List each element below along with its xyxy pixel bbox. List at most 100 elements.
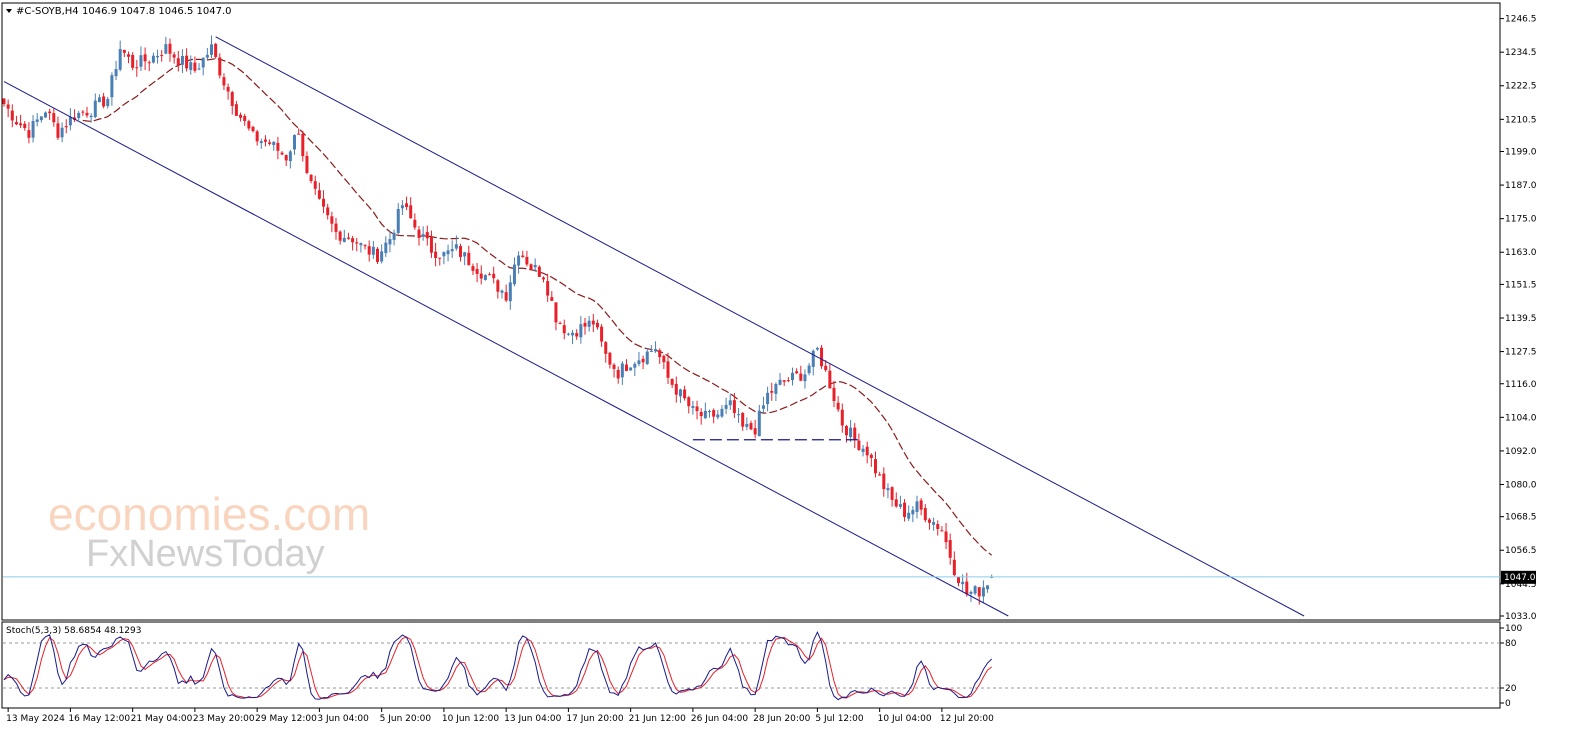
candle-body	[85, 112, 89, 116]
candle-body	[168, 43, 172, 54]
candle-body	[147, 62, 151, 64]
price-tick-label: 1187.0	[1505, 181, 1537, 191]
candle-body	[454, 244, 458, 249]
candle-body	[106, 99, 110, 107]
candle-body	[255, 131, 259, 142]
candle-body	[824, 365, 828, 371]
candle-body	[338, 231, 342, 241]
current-price-label: 1047.0	[1504, 573, 1536, 583]
candle-body	[122, 49, 126, 53]
candle-body	[68, 116, 72, 126]
stoch-plot-frame	[1, 621, 1501, 709]
candle-body	[575, 333, 579, 337]
ma-line	[82, 58, 993, 556]
candle-body	[2, 98, 6, 105]
candle-body	[662, 355, 666, 363]
candle-body	[189, 62, 193, 70]
watermark: economies.com FxNewsToday	[48, 488, 370, 575]
candle-body	[400, 205, 404, 209]
time-tick-label: 10 Jun 12:00	[442, 714, 499, 724]
candle-body	[388, 239, 392, 245]
candle-body	[878, 474, 882, 476]
candle-body	[840, 409, 844, 426]
candle-body	[351, 238, 355, 243]
time-tick-label: 12 Jul 20:00	[940, 714, 994, 724]
candle-body	[97, 97, 101, 103]
candle-body	[222, 77, 226, 86]
candle-body	[363, 245, 367, 247]
candle-body	[48, 111, 52, 114]
stoch-label: Stoch(5,3,3) 58.6854 48.1293	[6, 626, 141, 636]
candle-body	[633, 363, 637, 368]
candle-body	[342, 237, 346, 242]
candle-body	[293, 135, 296, 150]
channel-lower-line	[3, 81, 1009, 617]
candle-body	[27, 130, 31, 138]
time-tick-label: 3 Jun 04:00	[317, 714, 369, 724]
candle-body	[683, 389, 687, 399]
candle-body	[699, 412, 703, 417]
candle-body	[844, 426, 848, 436]
candle-body	[193, 62, 197, 71]
time-tick-label: 23 May 20:00	[193, 714, 255, 724]
candle-body	[214, 43, 218, 58]
candle-body	[151, 55, 155, 63]
candle-body	[230, 92, 234, 106]
candle-body	[874, 459, 877, 474]
price-tick-label: 1044.5	[1505, 580, 1537, 590]
candle-body	[803, 374, 807, 382]
candle-body	[853, 427, 857, 440]
time-tick-label: 16 May 12:00	[68, 714, 130, 724]
candle-body	[305, 155, 309, 173]
price-tick-label: 1033.0	[1505, 612, 1537, 622]
candle-body	[674, 383, 678, 395]
stoch-tick-label: 100	[1505, 624, 1522, 634]
price-tick-label: 1116.0	[1505, 380, 1537, 390]
candle-body	[413, 219, 417, 228]
price-tick-label: 1199.0	[1505, 148, 1537, 158]
candle-body	[479, 273, 483, 279]
candle-body	[807, 365, 811, 374]
candle-body	[102, 96, 106, 107]
candle-body	[504, 292, 508, 301]
candle-body	[832, 387, 836, 402]
candle-body	[724, 404, 728, 409]
candle-body	[973, 586, 977, 594]
candle-body	[143, 54, 147, 62]
candle-body	[849, 427, 853, 437]
candle-body	[6, 104, 10, 109]
candle-body	[932, 522, 936, 525]
ohlc-label: 1046.9 1047.8 1046.5 1047.0	[82, 6, 232, 17]
candle-body	[508, 282, 512, 302]
dropdown-triangle-icon[interactable]	[6, 9, 12, 13]
candle-body	[616, 369, 620, 379]
candle-body	[371, 246, 375, 255]
candle-body	[139, 55, 143, 67]
trend-channel[interactable]	[3, 36, 1500, 617]
candle-body	[471, 266, 475, 271]
candle-body	[562, 325, 566, 334]
candle-body	[239, 114, 243, 118]
candle-body	[201, 57, 205, 68]
current-price-marker: 1047.0	[1501, 570, 1536, 584]
candle-body	[380, 251, 384, 262]
candle-body	[745, 423, 749, 427]
candle-body	[429, 236, 433, 253]
candle-body	[791, 372, 794, 381]
candle-body	[14, 122, 18, 125]
candle-body	[749, 423, 753, 430]
candle-body	[919, 500, 923, 510]
candle-body	[64, 126, 68, 128]
candle-body	[326, 207, 330, 216]
price-tick-label: 1080.0	[1505, 480, 1537, 490]
candle-body	[957, 577, 960, 583]
candle-body	[828, 370, 832, 389]
price-tick-label: 1175.0	[1505, 215, 1537, 225]
candle-body	[678, 389, 682, 397]
candle-body	[649, 351, 653, 353]
candle-body	[81, 111, 85, 113]
candle-body	[56, 123, 60, 138]
candle-body	[861, 448, 865, 453]
